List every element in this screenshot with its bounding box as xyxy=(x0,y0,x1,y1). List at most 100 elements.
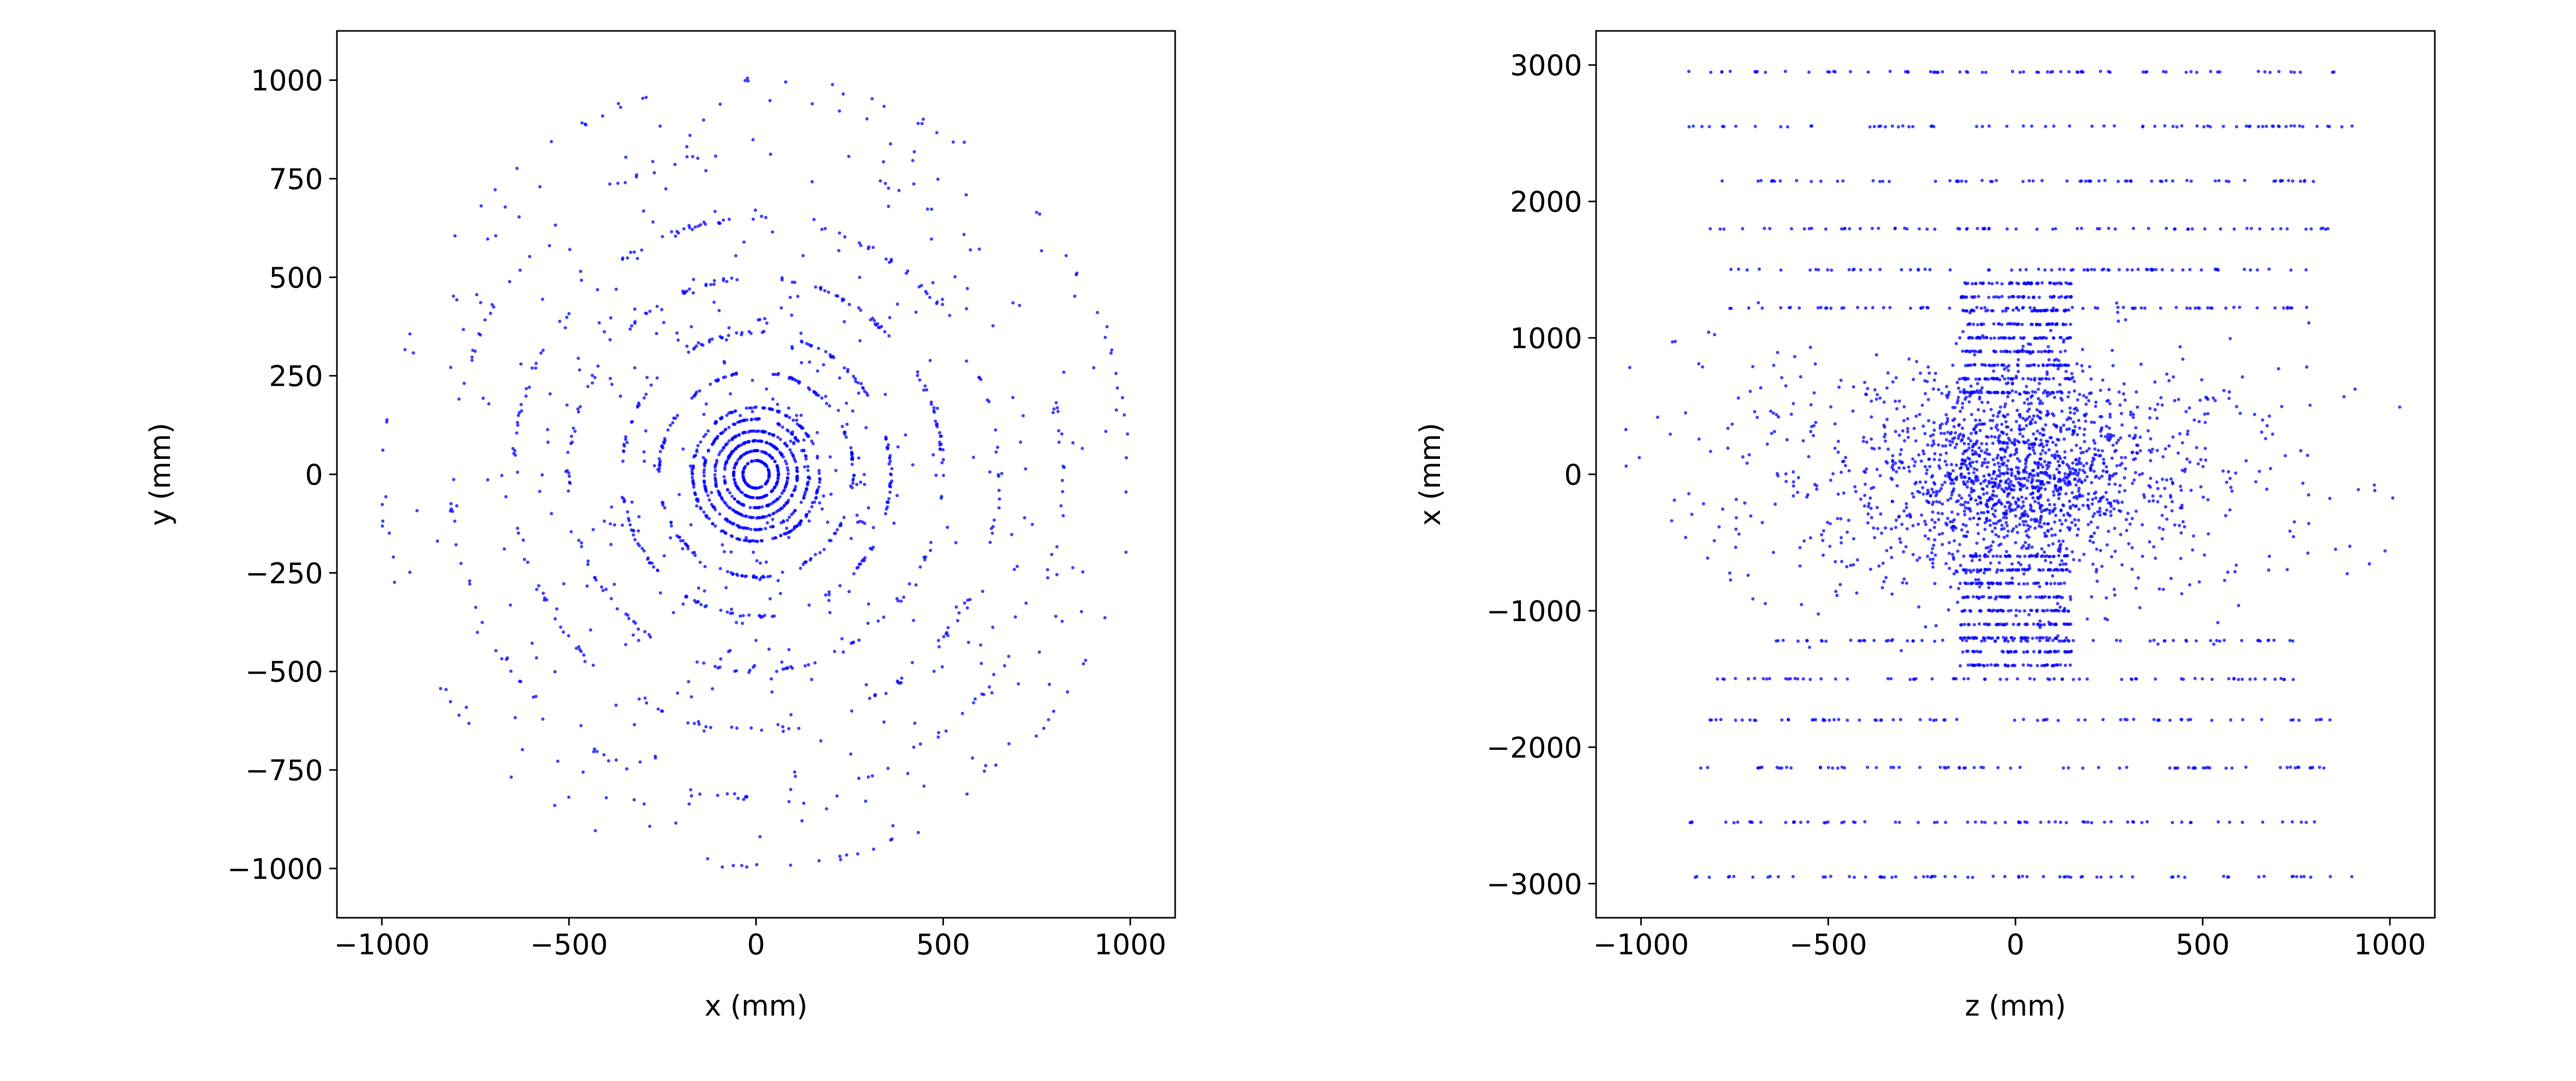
data-point xyxy=(2291,179,2295,183)
data-point xyxy=(2168,766,2172,770)
data-point xyxy=(2173,766,2177,770)
data-point xyxy=(1987,586,1991,590)
data-point xyxy=(954,541,958,544)
data-point xyxy=(796,380,801,383)
data-point xyxy=(1974,581,1978,586)
data-point xyxy=(2014,420,2019,423)
data-point xyxy=(2189,820,2192,825)
data-point xyxy=(2029,378,2033,381)
data-point xyxy=(742,466,747,470)
data-point xyxy=(2130,546,2134,550)
data-point xyxy=(2082,268,2086,272)
data-point xyxy=(1756,179,1760,183)
data-point xyxy=(900,676,904,680)
data-point xyxy=(1917,522,1920,526)
data-point xyxy=(1933,378,1936,382)
data-point xyxy=(1859,497,1862,501)
data-point xyxy=(2009,766,2012,770)
data-point xyxy=(2019,336,2023,340)
data-point xyxy=(1894,820,1897,824)
data-point xyxy=(1988,623,1991,626)
data-point xyxy=(577,410,581,414)
data-point xyxy=(890,837,894,841)
data-point xyxy=(810,501,815,505)
data-point xyxy=(1779,306,1783,310)
data-point xyxy=(2064,492,2068,495)
data-point xyxy=(969,248,972,252)
data-point xyxy=(751,665,755,669)
data-point xyxy=(2210,718,2214,722)
data-point xyxy=(990,527,993,530)
data-point xyxy=(513,716,517,719)
data-point xyxy=(723,375,727,379)
data-point xyxy=(2223,639,2226,642)
data-point xyxy=(1868,496,1872,500)
data-point xyxy=(2120,461,2124,465)
data-point xyxy=(1776,639,1780,643)
data-point xyxy=(1996,623,2000,626)
data-point xyxy=(2140,821,2144,825)
data-point xyxy=(1886,677,1890,680)
data-point xyxy=(936,406,939,410)
data-point xyxy=(837,408,840,413)
data-point xyxy=(2055,450,2059,454)
data-point xyxy=(1852,820,1855,824)
data-point xyxy=(713,279,716,283)
data-point xyxy=(783,532,786,536)
data-point xyxy=(1868,125,1872,129)
data-point xyxy=(1982,537,1986,541)
data-point xyxy=(1103,616,1107,620)
data-point xyxy=(2002,595,2006,599)
data-point xyxy=(2081,369,2084,373)
data-point xyxy=(2042,428,2046,432)
data-point xyxy=(2058,544,2062,548)
data-point xyxy=(532,695,535,699)
data-point xyxy=(2348,544,2352,548)
data-point xyxy=(2064,568,2068,572)
data-point xyxy=(2049,527,2053,531)
data-point xyxy=(2015,322,2020,326)
data-point xyxy=(1847,519,1851,522)
data-point xyxy=(1810,124,1814,128)
data-point xyxy=(1991,485,1995,489)
data-point xyxy=(2292,535,2295,539)
data-point xyxy=(708,338,711,342)
data-point xyxy=(2097,500,2100,503)
data-point xyxy=(632,798,636,802)
data-point xyxy=(2200,677,2204,681)
data-point xyxy=(2067,639,2071,643)
data-point xyxy=(1848,268,1851,271)
data-point xyxy=(1925,499,1929,503)
data-point xyxy=(2093,447,2097,451)
data-point xyxy=(2185,306,2189,310)
data-point xyxy=(792,527,796,530)
data-point xyxy=(1974,431,1978,435)
data-point xyxy=(702,456,705,459)
data-point xyxy=(762,406,767,410)
data-point xyxy=(1945,385,1948,388)
data-point xyxy=(2112,588,2116,591)
data-point xyxy=(740,525,744,529)
data-point xyxy=(1863,820,1867,823)
data-point xyxy=(2180,124,2184,128)
data-point xyxy=(546,440,550,444)
data-point xyxy=(884,437,888,441)
data-point xyxy=(1831,472,1835,476)
data-point xyxy=(2350,124,2354,128)
data-point xyxy=(684,543,688,546)
data-point xyxy=(1814,268,1818,271)
data-point xyxy=(519,362,523,366)
data-point xyxy=(1890,527,1893,531)
data-point xyxy=(802,562,805,567)
data-point xyxy=(613,582,616,586)
data-point xyxy=(2257,875,2261,879)
data-point xyxy=(1079,610,1083,613)
data-point xyxy=(1964,378,1968,381)
data-point xyxy=(2283,454,2287,458)
data-point xyxy=(2019,563,2023,567)
data-point xyxy=(750,418,753,422)
data-point xyxy=(874,323,878,327)
data-point xyxy=(637,515,641,519)
data-point xyxy=(2015,306,2019,310)
data-point xyxy=(597,321,601,324)
